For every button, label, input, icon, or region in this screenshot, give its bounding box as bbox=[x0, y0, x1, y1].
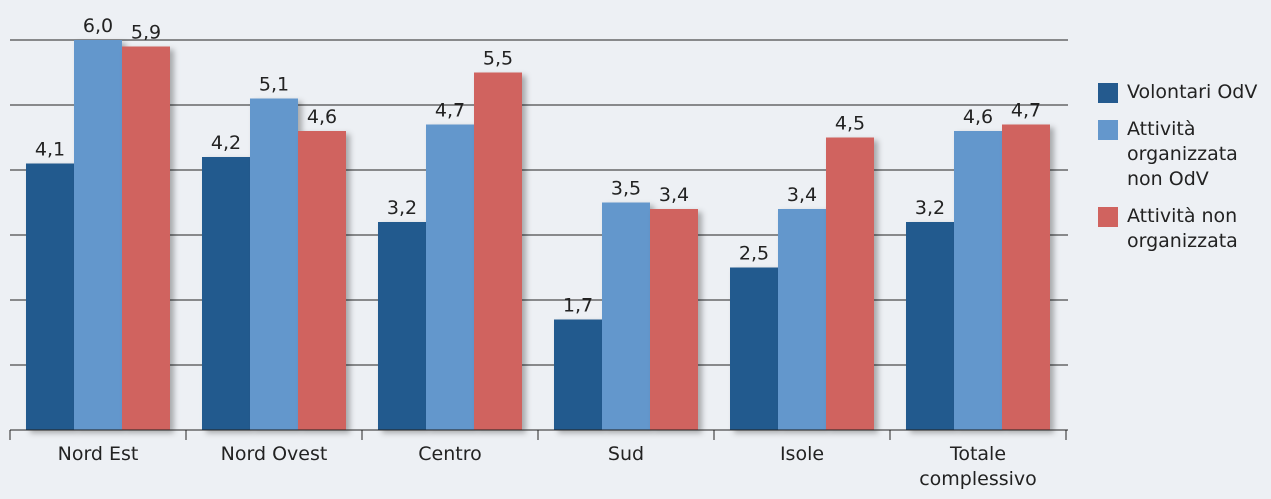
legend-swatch bbox=[1098, 120, 1118, 140]
x-tick-label: Isole bbox=[779, 443, 825, 465]
value-label: 5,9 bbox=[131, 22, 161, 44]
bar bbox=[474, 72, 522, 430]
x-tick-label: Centro bbox=[418, 443, 482, 465]
bar bbox=[906, 222, 954, 430]
legend-swatch bbox=[1098, 207, 1118, 227]
value-label: 3,2 bbox=[387, 197, 417, 219]
value-label: 4,2 bbox=[211, 132, 241, 154]
x-tick-label: Totale complessivo bbox=[919, 443, 1037, 490]
value-label: 1,7 bbox=[563, 295, 593, 317]
bar bbox=[602, 202, 650, 430]
value-label: 4,5 bbox=[835, 113, 865, 135]
x-tick-label: Nord Est bbox=[57, 443, 139, 465]
bar bbox=[298, 131, 346, 430]
value-label: 3,4 bbox=[787, 184, 817, 206]
bar bbox=[954, 131, 1002, 430]
bar bbox=[122, 46, 170, 430]
value-label: 5,5 bbox=[483, 48, 513, 70]
bar bbox=[250, 98, 298, 430]
legend-label: Attività non organizzata bbox=[1127, 205, 1238, 252]
x-tick-label: Nord Ovest bbox=[220, 443, 328, 465]
bar bbox=[1002, 124, 1050, 430]
bar bbox=[826, 137, 874, 430]
legend-label: Volontari OdV bbox=[1127, 81, 1258, 103]
value-label: 3,2 bbox=[915, 197, 945, 219]
bar bbox=[650, 209, 698, 430]
value-label: 4,7 bbox=[1011, 100, 1041, 122]
bar bbox=[202, 157, 250, 430]
value-label: 6,0 bbox=[83, 15, 113, 37]
bar bbox=[554, 319, 602, 430]
bar bbox=[26, 163, 74, 430]
value-label: 3,5 bbox=[611, 178, 641, 200]
value-label: 5,1 bbox=[259, 74, 289, 96]
value-label: 2,5 bbox=[739, 243, 769, 265]
bar bbox=[730, 267, 778, 430]
value-label: 4,1 bbox=[35, 139, 65, 161]
value-label: 4,6 bbox=[307, 106, 337, 128]
legend-label: Attività organizzata non OdV bbox=[1127, 118, 1238, 190]
legend-swatch bbox=[1098, 83, 1118, 103]
x-tick-label: Sud bbox=[607, 443, 645, 465]
value-label: 4,7 bbox=[435, 100, 465, 122]
bar bbox=[778, 209, 826, 430]
bar bbox=[74, 40, 122, 430]
bar bbox=[378, 222, 426, 430]
value-label: 3,4 bbox=[659, 184, 689, 206]
bar bbox=[426, 124, 474, 430]
value-label: 4,6 bbox=[963, 106, 993, 128]
